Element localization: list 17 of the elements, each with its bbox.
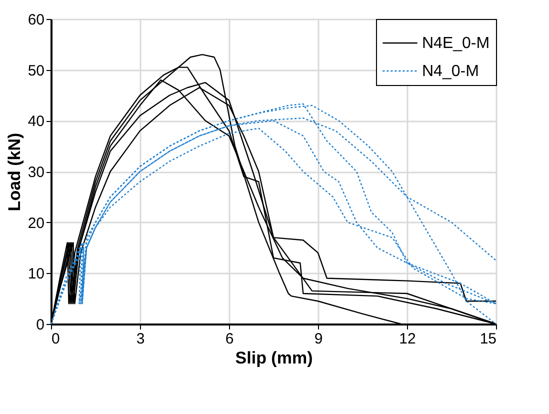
x-tick-label: 12 bbox=[399, 330, 416, 348]
x-tick-label: 3 bbox=[136, 330, 145, 348]
legend-label: N4_0-M bbox=[422, 63, 479, 80]
y-tick-label: 60 bbox=[28, 12, 44, 28]
y-tick-label: 50 bbox=[28, 62, 44, 80]
x-axis-title: Slip (mm) bbox=[235, 348, 313, 368]
legend-label: N4E_0-M bbox=[422, 35, 490, 52]
y-tick-label: 10 bbox=[28, 266, 44, 283]
y-tick-label: 20 bbox=[28, 214, 44, 232]
x-tick-label: 6 bbox=[225, 330, 234, 348]
x-tick-label: 15 bbox=[480, 330, 496, 348]
x-tick-label: 9 bbox=[314, 330, 323, 348]
y-axis-title: Load (kN) bbox=[4, 132, 24, 212]
y-tick-label: 30 bbox=[28, 164, 44, 181]
x-tick-label: 0 bbox=[52, 330, 60, 348]
y-tick-label: 40 bbox=[28, 113, 44, 130]
y-tick-label: 0 bbox=[36, 316, 44, 334]
